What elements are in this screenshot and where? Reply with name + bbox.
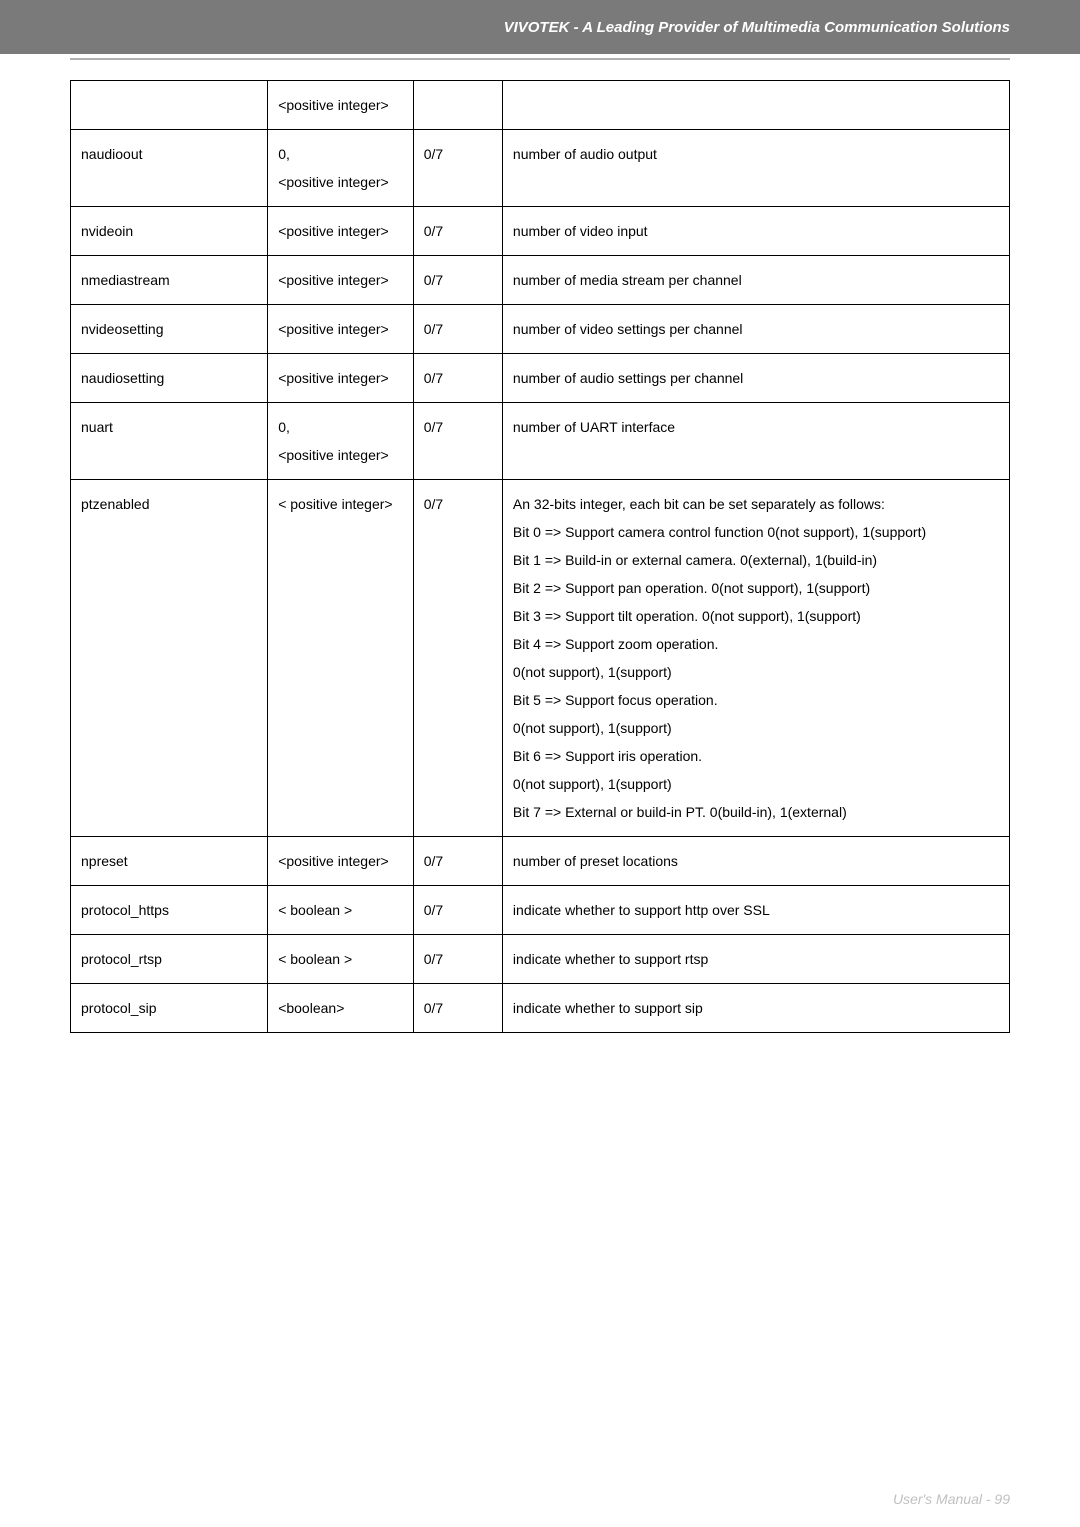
- cell-security: 0/7: [413, 837, 502, 886]
- cell-name: npreset: [71, 837, 268, 886]
- table-row: protocol_sip <boolean> 0/7 indicate whet…: [71, 984, 1010, 1033]
- cell-value: <positive integer>: [268, 207, 414, 256]
- cell-desc: indicate whether to support rtsp: [502, 935, 1009, 984]
- cell-name: protocol_sip: [71, 984, 268, 1033]
- cell-value: < boolean >: [268, 935, 414, 984]
- cell-desc: number of media stream per channel: [502, 256, 1009, 305]
- cell-value: <boolean>: [268, 984, 414, 1033]
- cell-name: nuart: [71, 403, 268, 480]
- cell-desc: number of video settings per channel: [502, 305, 1009, 354]
- cell-name: [71, 81, 268, 130]
- cell-security: 0/7: [413, 130, 502, 207]
- cell-value: <positive integer>: [268, 837, 414, 886]
- page-footer: User's Manual - 99: [893, 1491, 1010, 1507]
- cell-name: nvideoin: [71, 207, 268, 256]
- table-row: protocol_rtsp < boolean > 0/7 indicate w…: [71, 935, 1010, 984]
- table-row: npreset <positive integer> 0/7 number of…: [71, 837, 1010, 886]
- table-row: naudiosetting <positive integer> 0/7 num…: [71, 354, 1010, 403]
- cell-security: 0/7: [413, 256, 502, 305]
- page: VIVOTEK - A Leading Provider of Multimed…: [0, 0, 1080, 1527]
- table-row: protocol_https < boolean > 0/7 indicate …: [71, 886, 1010, 935]
- cell-security: 0/7: [413, 354, 502, 403]
- cell-desc: number of audio settings per channel: [502, 354, 1009, 403]
- table-row: <positive integer>: [71, 81, 1010, 130]
- cell-value: < positive integer>: [268, 480, 414, 837]
- cell-desc: indicate whether to support http over SS…: [502, 886, 1009, 935]
- cell-value: <positive integer>: [268, 81, 414, 130]
- cell-desc: number of video input: [502, 207, 1009, 256]
- content-area: <positive integer> naudioout 0,<positive…: [0, 60, 1080, 1033]
- table-row: nmediastream <positive integer> 0/7 numb…: [71, 256, 1010, 305]
- cell-desc: number of audio output: [502, 130, 1009, 207]
- table-row: nuart 0,<positive integer> 0/7 number of…: [71, 403, 1010, 480]
- cell-value: <positive integer>: [268, 256, 414, 305]
- table-row: nvideosetting <positive integer> 0/7 num…: [71, 305, 1010, 354]
- cell-value: 0,<positive integer>: [268, 403, 414, 480]
- cell-desc: indicate whether to support sip: [502, 984, 1009, 1033]
- cell-desc: number of preset locations: [502, 837, 1009, 886]
- cell-security: [413, 81, 502, 130]
- cell-desc: [502, 81, 1009, 130]
- cell-security: 0/7: [413, 984, 502, 1033]
- header-title: VIVOTEK - A Leading Provider of Multimed…: [504, 19, 1010, 36]
- table-row: naudioout 0,<positive integer> 0/7 numbe…: [71, 130, 1010, 207]
- cell-value: <positive integer>: [268, 354, 414, 403]
- table-body: <positive integer> naudioout 0,<positive…: [71, 81, 1010, 1033]
- cell-desc: number of UART interface: [502, 403, 1009, 480]
- cell-name: nmediastream: [71, 256, 268, 305]
- cell-value: 0,<positive integer>: [268, 130, 414, 207]
- cell-security: 0/7: [413, 207, 502, 256]
- cell-desc: An 32-bits integer, each bit can be set …: [502, 480, 1009, 837]
- cell-security: 0/7: [413, 886, 502, 935]
- cell-name: naudioout: [71, 130, 268, 207]
- cell-name: protocol_rtsp: [71, 935, 268, 984]
- cell-value: <positive integer>: [268, 305, 414, 354]
- cell-value: < boolean >: [268, 886, 414, 935]
- cell-security: 0/7: [413, 480, 502, 837]
- cell-security: 0/7: [413, 305, 502, 354]
- parameter-table: <positive integer> naudioout 0,<positive…: [70, 80, 1010, 1033]
- header-bar: VIVOTEK - A Leading Provider of Multimed…: [0, 0, 1080, 54]
- cell-name: nvideosetting: [71, 305, 268, 354]
- cell-name: naudiosetting: [71, 354, 268, 403]
- cell-security: 0/7: [413, 935, 502, 984]
- cell-name: ptzenabled: [71, 480, 268, 837]
- table-row: ptzenabled < positive integer> 0/7 An 32…: [71, 480, 1010, 837]
- cell-name: protocol_https: [71, 886, 268, 935]
- cell-security: 0/7: [413, 403, 502, 480]
- table-row: nvideoin <positive integer> 0/7 number o…: [71, 207, 1010, 256]
